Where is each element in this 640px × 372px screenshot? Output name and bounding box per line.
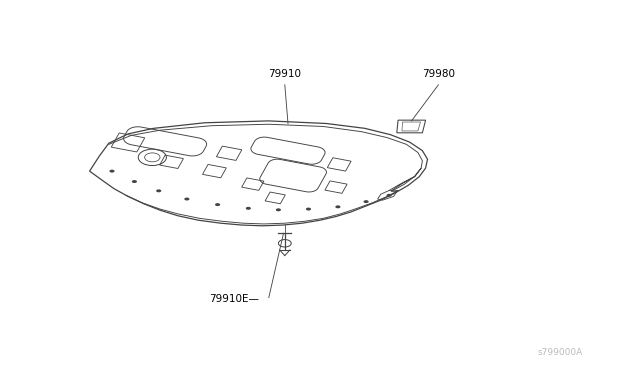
Circle shape <box>109 170 115 173</box>
Circle shape <box>184 198 189 201</box>
Text: s799000A: s799000A <box>538 348 582 357</box>
Text: 79980: 79980 <box>422 70 455 79</box>
Circle shape <box>335 205 340 208</box>
Circle shape <box>156 189 161 192</box>
Text: 79910E—: 79910E— <box>209 295 259 304</box>
Circle shape <box>132 180 137 183</box>
Text: 79910: 79910 <box>268 70 301 79</box>
Circle shape <box>306 208 311 211</box>
Circle shape <box>276 208 281 211</box>
Circle shape <box>364 200 369 203</box>
Circle shape <box>387 194 392 197</box>
Circle shape <box>246 207 251 210</box>
Circle shape <box>215 203 220 206</box>
